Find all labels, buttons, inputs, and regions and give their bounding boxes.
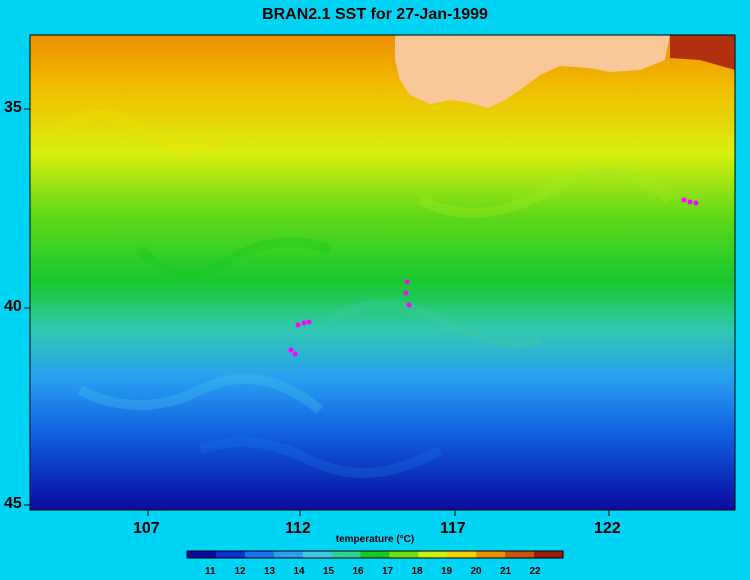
colorbar-swatch	[360, 551, 390, 558]
x-tick-117: 117	[440, 520, 466, 537]
colorbar-tick-label: 16	[352, 566, 364, 577]
x-tick-122: 122	[594, 520, 621, 537]
warm-coast-patch	[670, 35, 735, 70]
colorbar-swatch	[244, 551, 275, 558]
colorbar-tick-label: 13	[264, 566, 276, 577]
x-tick-107: 107	[133, 520, 160, 537]
colorbar-tick-label: 18	[411, 566, 423, 577]
colorbar-swatch	[418, 551, 448, 558]
colorbar-swatch	[187, 551, 217, 558]
australia-land	[395, 35, 670, 108]
island-markers	[288, 197, 699, 357]
colorbar-swatch	[302, 551, 333, 558]
y-tick-40: 40	[4, 298, 22, 315]
colorbar-swatch	[534, 551, 564, 558]
colorbar-tick-label: 14	[293, 566, 305, 577]
axis-ticks	[24, 108, 610, 516]
colorbar-tick-label: 12	[234, 566, 246, 577]
colorbar-swatch	[273, 551, 304, 558]
colorbar-tick-label: 17	[382, 566, 394, 577]
colorbar	[186, 550, 564, 559]
x-tick-112: 112	[285, 520, 311, 537]
colorbar-swatch	[505, 551, 535, 558]
y-tick-35: 35	[4, 99, 22, 116]
sst-field	[30, 35, 735, 510]
y-tick-45: 45	[4, 495, 22, 512]
colorbar-tick-label: 19	[441, 566, 453, 577]
colorbar-swatch	[476, 551, 506, 558]
map-title: BRAN2.1 SST for 27-Jan-1999	[262, 6, 488, 23]
colorbar-tick-label: 15	[323, 566, 335, 577]
colorbar-tick-label: 22	[529, 566, 541, 577]
colorbar-tick-label: 20	[470, 566, 482, 577]
colorbar-swatch	[215, 551, 246, 558]
map-frame	[29, 34, 736, 511]
colorbar-swatch	[331, 551, 362, 558]
colorbar-tick-label: 21	[500, 566, 512, 577]
colorbar-title: temperature (°C)	[335, 534, 415, 545]
colorbar-swatch	[389, 551, 419, 558]
eddy-swirls	[57, 110, 674, 478]
colorbar-swatch	[447, 551, 477, 558]
colorbar-tick-label: 11	[205, 566, 216, 577]
